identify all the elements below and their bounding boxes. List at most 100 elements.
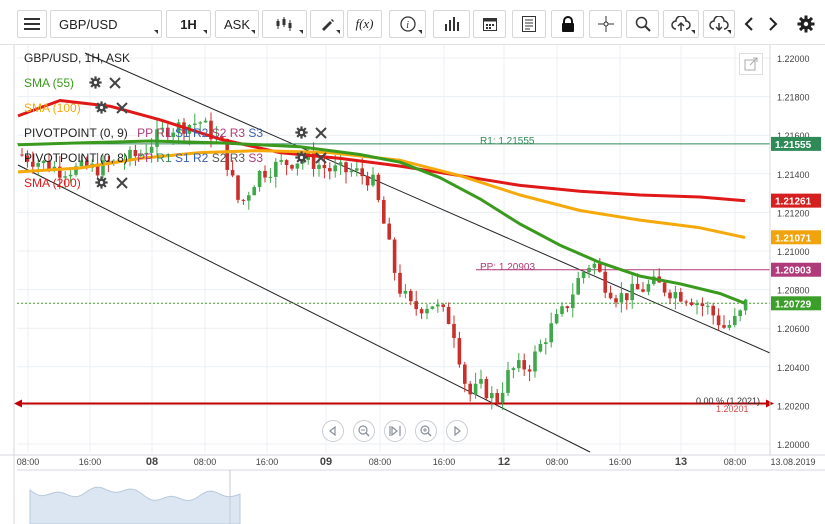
pivot1-r3: R3 — [229, 126, 246, 140]
y-tick-label: 1.20000 — [777, 440, 810, 450]
pivot1-r2: R2 — [193, 126, 209, 140]
info-icon: i — [399, 16, 416, 32]
chevron-down-icon — [299, 30, 303, 34]
price-label: 1.21555 — [775, 140, 812, 151]
pivot2-settings-button[interactable] — [295, 151, 308, 169]
y-tick-label: 1.20800 — [777, 286, 810, 296]
candle-bull — [274, 161, 278, 177]
hamburger-icon — [24, 18, 40, 30]
candle-bull — [301, 159, 305, 164]
price-chart[interactable]: 1.22000 1.21800 1.21600 1.21400 1.21200 1.210… — [0, 45, 825, 524]
candle-bear — [565, 306, 570, 309]
candle-bull — [673, 292, 678, 299]
back-button[interactable] — [738, 10, 760, 38]
menu-button[interactable] — [17, 10, 47, 38]
chevron-down-icon — [418, 30, 422, 34]
symbol-selector[interactable]: GBP/USD — [50, 10, 162, 38]
candle-bull — [743, 299, 748, 311]
pivot1-remove-button[interactable] — [315, 126, 327, 144]
volume-button[interactable] — [433, 10, 470, 38]
scroll-right-button[interactable] — [446, 420, 468, 442]
chart-toolbar: GBP/USD 1H ASK f(x) i — [0, 0, 825, 45]
legend-sma100: SMA (100) — [24, 101, 81, 115]
candle-bull — [592, 263, 597, 268]
candle-bull — [160, 127, 165, 130]
sma200-remove-button[interactable] — [116, 176, 128, 194]
pivot1-settings-button[interactable] — [295, 126, 308, 144]
candle-bear — [522, 360, 526, 370]
chart-type-button[interactable] — [262, 10, 307, 38]
y-tick-label: 1.21200 — [777, 208, 810, 218]
cloud-upload-icon — [671, 16, 691, 31]
close-icon — [315, 127, 327, 139]
price-label: 1.21071 — [775, 233, 812, 244]
crosshair-button[interactable] — [589, 10, 622, 38]
candle-bull — [171, 132, 175, 138]
candle-bull — [738, 310, 742, 317]
pivot2-remove-button[interactable] — [315, 151, 327, 169]
legend-pivot1: PIVOTPOINT (0, 9) PP R1 S1 R2 S2 R3 S3 — [24, 126, 263, 140]
candle-bull — [560, 306, 564, 315]
candle-bull — [695, 303, 699, 306]
zoom-in-button[interactable] — [415, 420, 437, 442]
settings-button[interactable] — [793, 10, 819, 38]
candle-bear — [409, 290, 413, 302]
reset-zoom-button[interactable] — [384, 420, 406, 442]
forward-button[interactable] — [762, 10, 784, 38]
candle-bull — [490, 393, 494, 399]
pivot2-r3: R3 — [229, 151, 246, 165]
draw-tools-button[interactable] — [310, 10, 344, 38]
candle-bear — [58, 166, 62, 178]
sma100-line — [17, 149, 746, 239]
candle-bull — [473, 383, 478, 395]
indicators-button[interactable]: f(x) — [347, 10, 382, 38]
pivot1-s1: S1 — [174, 126, 190, 140]
price-type-selector[interactable]: ASK — [215, 10, 259, 38]
candle-bull — [646, 284, 651, 292]
candle-bear — [47, 160, 51, 171]
candle-bear — [106, 160, 111, 164]
y-tick-label: 1.20400 — [777, 363, 810, 373]
calendar-button[interactable] — [473, 10, 506, 38]
candle-bear — [31, 161, 35, 167]
navigator-series — [29, 486, 241, 524]
chart-area[interactable]: 1.22000 1.21800 1.21600 1.21400 1.21200 1.210… — [0, 45, 825, 524]
candle-bull — [203, 120, 208, 123]
candle-bull — [295, 163, 300, 169]
chevron-down-icon — [336, 30, 340, 34]
candle-bear — [603, 271, 607, 293]
candle-bull — [517, 360, 521, 369]
candle-bear — [662, 282, 667, 293]
close-icon — [109, 77, 121, 89]
candle-bear — [20, 154, 24, 156]
candle-bear — [290, 165, 294, 169]
download-button[interactable] — [703, 10, 735, 38]
y-tick-label: 1.20600 — [777, 324, 810, 334]
pivot2-r1: R1 — [156, 151, 172, 165]
candle-bull — [576, 278, 580, 295]
zoom-button[interactable] — [626, 10, 659, 38]
sma55-remove-button[interactable] — [109, 76, 121, 94]
candle-bull — [500, 392, 505, 403]
news-button[interactable] — [512, 10, 546, 38]
candle-bull — [706, 305, 710, 307]
zoom-out-button[interactable] — [353, 420, 375, 442]
scroll-left-button[interactable] — [322, 420, 344, 442]
sma200-settings-button[interactable] — [95, 176, 108, 194]
sma100-remove-button[interactable] — [116, 101, 128, 119]
candle-bull — [149, 146, 154, 153]
candle-bull — [533, 351, 537, 372]
interval-selector[interactable]: 1H — [166, 10, 211, 38]
chevron-right-icon — [769, 17, 778, 31]
sma100-settings-button[interactable] — [95, 101, 108, 119]
sma55-settings-button[interactable] — [89, 76, 102, 94]
info-button[interactable]: i — [389, 10, 426, 38]
upload-button[interactable] — [663, 10, 699, 38]
candle-bear — [598, 263, 602, 272]
pivot2-label: PIVOTPOINT (0, 8) — [24, 151, 128, 165]
triangle-left-icon — [329, 426, 336, 436]
expand-chart-button[interactable] — [739, 53, 763, 75]
lock-button[interactable] — [551, 10, 584, 38]
candle-bear — [25, 155, 30, 162]
indicators-label: f(x) — [355, 16, 374, 31]
